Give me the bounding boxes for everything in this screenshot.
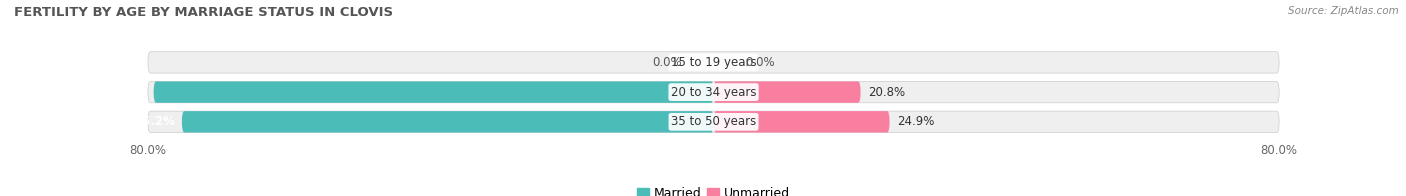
Text: 0.0%: 0.0%: [745, 56, 775, 69]
FancyBboxPatch shape: [713, 81, 860, 103]
FancyBboxPatch shape: [148, 52, 1279, 73]
FancyBboxPatch shape: [148, 81, 1279, 103]
FancyBboxPatch shape: [181, 111, 713, 132]
FancyBboxPatch shape: [153, 81, 713, 103]
Text: 75.2%: 75.2%: [134, 115, 174, 128]
FancyBboxPatch shape: [713, 111, 890, 132]
Text: 79.2%: 79.2%: [105, 86, 146, 99]
Text: 35 to 50 years: 35 to 50 years: [671, 115, 756, 128]
Text: Source: ZipAtlas.com: Source: ZipAtlas.com: [1288, 6, 1399, 16]
Text: 15 to 19 years: 15 to 19 years: [671, 56, 756, 69]
Text: 0.0%: 0.0%: [652, 56, 682, 69]
FancyBboxPatch shape: [148, 111, 1279, 132]
Text: 20 to 34 years: 20 to 34 years: [671, 86, 756, 99]
Text: 20.8%: 20.8%: [868, 86, 905, 99]
Text: FERTILITY BY AGE BY MARRIAGE STATUS IN CLOVIS: FERTILITY BY AGE BY MARRIAGE STATUS IN C…: [14, 6, 394, 19]
Legend: Married, Unmarried: Married, Unmarried: [631, 182, 796, 196]
Text: 24.9%: 24.9%: [897, 115, 934, 128]
